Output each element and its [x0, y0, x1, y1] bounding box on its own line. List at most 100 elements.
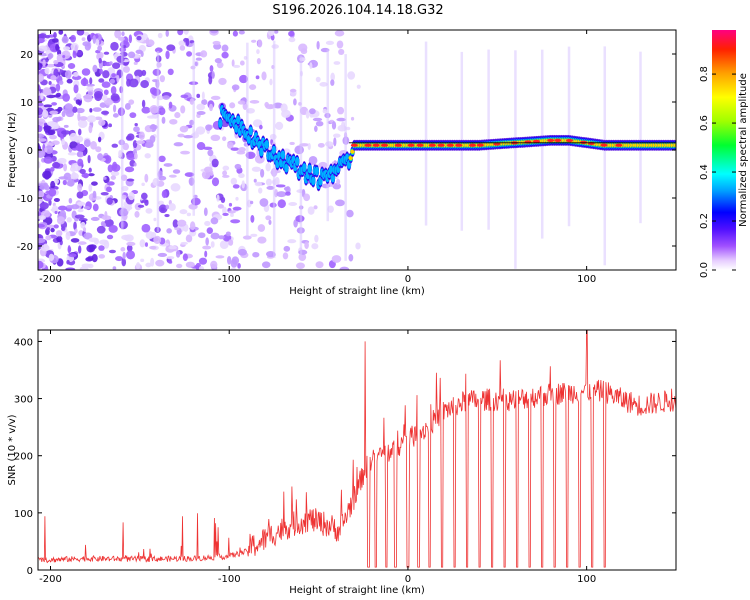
spectrogram-noise-cell: [52, 38, 59, 43]
spectrogram-noise-cell: [315, 121, 324, 127]
spectrogram-noise-cell: [257, 224, 266, 232]
spectrogram-noise-cell: [76, 30, 85, 36]
spectrogram-noise-cell: [209, 103, 214, 112]
spectrogram-noise-cell: [51, 102, 58, 106]
spectrogram-noise-cell: [54, 178, 59, 185]
spectrogram-noise-cell: [83, 232, 93, 240]
spectrogram-noise-cell: [99, 102, 107, 108]
spectrogram-noise-cell: [79, 266, 89, 270]
spectrogram-peak-cell: [469, 143, 477, 147]
snr-x-tick-label: 100: [577, 574, 596, 585]
spectrogram-peak-cell: [350, 143, 358, 147]
snr-y-tick-label: 300: [14, 395, 33, 406]
spectrogram-noise-cell: [121, 31, 125, 37]
spectrogram-noise-cell: [144, 173, 149, 183]
spectrogram-noise-cell: [334, 30, 345, 37]
spectrogram-noise-cell: [212, 40, 221, 46]
spectrogram-noise-cell: [78, 150, 82, 157]
spectrogram-noise-cell: [38, 183, 47, 187]
spectrogram-noise-cell: [108, 249, 116, 254]
spectrogram-noise-cell: [209, 65, 214, 73]
spectrogram-heatmap: [38, 30, 676, 270]
spectrogram-ridge-cell: [673, 143, 676, 148]
spectrogram-noise-cell: [67, 152, 77, 156]
spectrogram-noise-cell: [265, 178, 272, 186]
spectrogram-noise-cell: [52, 202, 56, 207]
spectrogram-streak: [514, 50, 517, 269]
spectrogram-y-label: Frequency (Hz): [7, 112, 18, 188]
spectrogram-noise-cell: [52, 116, 62, 122]
spectrogram-noise-cell: [303, 193, 311, 202]
spectrogram-noise-cell: [88, 124, 93, 134]
spectrogram-noise-cell: [134, 69, 144, 78]
spectrogram-noise-cell: [109, 61, 113, 65]
spectrogram-noise-cell: [103, 51, 110, 55]
spectrogram-noise-cell: [307, 206, 315, 215]
spectrogram-noise-cell: [220, 196, 226, 204]
spectrogram-noise-cell: [250, 214, 255, 223]
spectrogram-noise-cell: [92, 34, 96, 44]
spectrogram-x-tick-label: -100: [218, 274, 241, 285]
spectrogram-noise-cell: [331, 255, 342, 263]
spectrogram-noise-cell: [89, 77, 93, 85]
spectrogram-noise-cell: [49, 110, 59, 115]
spectrogram-noise-cell: [204, 250, 208, 258]
spectrogram-noise-cell: [127, 51, 136, 59]
spectrogram-noise-cell: [166, 228, 172, 234]
spectrogram-noise-cell: [178, 40, 185, 46]
spectrogram-noise-cell: [234, 163, 242, 170]
spectrogram-noise-cell: [261, 71, 267, 81]
spectrogram-noise-cell: [73, 84, 79, 94]
snr-series-line: [38, 330, 676, 568]
spectrogram-noise-cell: [315, 261, 324, 269]
spectrogram-ridge-cell: [350, 149, 355, 154]
spectrogram-noise-cell: [135, 49, 143, 55]
spectrogram-noise-cell: [122, 65, 130, 73]
spectrogram-noise-cell: [121, 234, 131, 241]
spectrogram-noise-cell: [75, 93, 82, 100]
spectrogram-noise-cell: [50, 208, 58, 212]
spectrogram-noise-cell: [77, 183, 83, 192]
spectrogram-noise-cell: [336, 178, 341, 185]
colorbar: 0.0 0.2 0.4 0.6 0.8 Normalized spectral ampl…: [699, 30, 749, 278]
spectrogram-noise-cell: [251, 166, 262, 172]
spectrogram-noise-cell: [38, 107, 44, 116]
spectrogram-noise-cell: [106, 197, 113, 205]
spectrogram-noise-cell: [94, 93, 102, 102]
spectrogram-noise-cell: [53, 31, 57, 39]
spectrogram-noise-cell: [221, 51, 229, 59]
spectrogram-noise-cell: [230, 212, 234, 217]
spectrogram-noise-cell: [50, 227, 55, 233]
spectrogram-noise-cell: [110, 175, 117, 180]
snr-y-label: SNR (10 * v/v): [7, 414, 18, 485]
spectrogram-noise-cell: [133, 162, 137, 167]
spectrogram-noise-cell: [104, 218, 114, 228]
spectrogram-noise-cell: [87, 154, 91, 164]
spectrogram-noise-cell: [311, 243, 319, 250]
spectrogram-noise-cell: [83, 206, 91, 210]
spectrogram-noise-cell: [287, 239, 297, 244]
spectrogram-noise-cell: [75, 99, 81, 105]
spectrogram-noise-cell: [239, 74, 248, 84]
spectrogram-noise-cell: [331, 121, 337, 130]
spectrogram-noise-cell: [44, 147, 48, 153]
spectrogram-noise-cell: [129, 112, 137, 119]
spectrogram-noise-cell: [237, 100, 246, 105]
spectrogram-noise-cell: [66, 259, 70, 265]
spectrogram-noise-cell: [168, 174, 177, 178]
spectrogram-peak-cell: [380, 143, 388, 147]
spectrogram-noise-cell: [208, 75, 213, 85]
spectrogram-peak-cell: [532, 139, 540, 143]
spectrogram-noise-cell: [38, 45, 48, 52]
spectrogram-noise-cell: [90, 141, 97, 150]
spectrogram-noise-cell: [228, 202, 233, 207]
spectrogram-noise-cell: [58, 80, 64, 85]
spectrogram-noise-cell: [216, 194, 220, 202]
spectrogram-peak-cell: [372, 143, 380, 147]
snr-panel: -200 -100 0 100 0 100 200 300 400 Height of stra…: [7, 329, 677, 596]
spectrogram-noise-cell: [133, 61, 138, 66]
spectrogram-noise-cell: [336, 40, 344, 49]
spectrogram-noise-cell: [56, 53, 63, 63]
spectrogram-noise-cell: [145, 208, 153, 214]
